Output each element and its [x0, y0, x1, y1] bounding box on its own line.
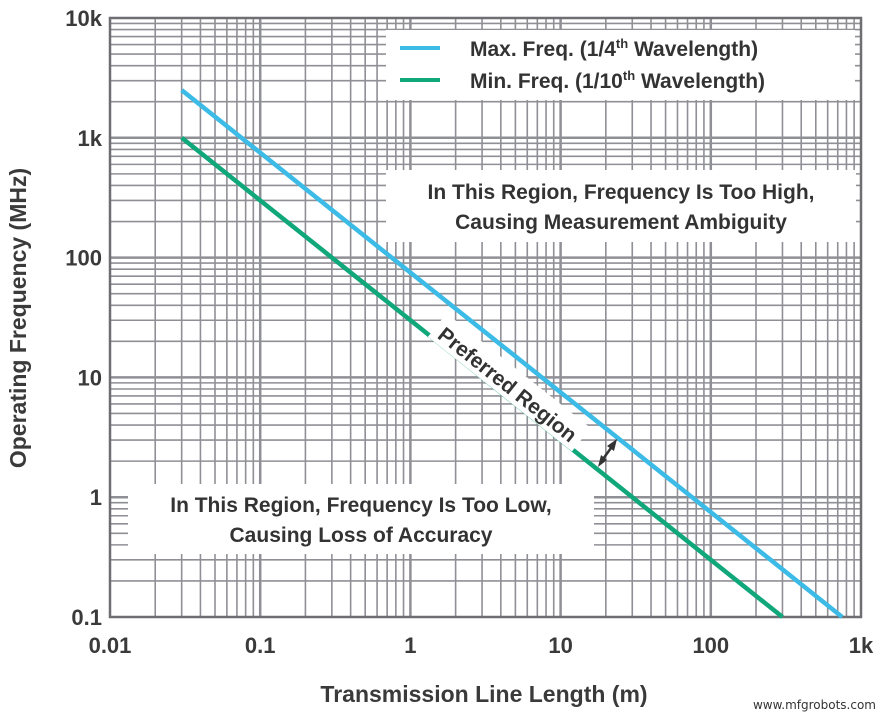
preferred-region-arrow-head-down — [598, 455, 607, 467]
y-tick-label: 0.1 — [71, 605, 102, 630]
x-tick-label: 10 — [548, 633, 572, 658]
high-region-label-line2: Causing Measurement Ambiguity — [455, 211, 787, 234]
y-tick-label: 10 — [78, 365, 102, 390]
preferred-region-arrow-shaft — [601, 447, 613, 460]
x-tick-label: 0.01 — [89, 633, 132, 658]
y-axis-tick-labels: 0.1 1 10 100 1k 10k — [65, 6, 102, 630]
x-axis-title: Transmission Line Length (m) — [320, 681, 647, 707]
low-region-label-line2: Causing Loss of Accuracy — [230, 524, 493, 547]
legend-label-min: Min. Freq. (1/10th Wavelength) — [470, 68, 765, 93]
legend-label-max-sup: th — [616, 36, 628, 51]
y-tick-label: 10k — [65, 6, 102, 31]
legend-box — [386, 30, 855, 100]
plot-frame — [108, 16, 863, 619]
series-line-max-freq — [180, 88, 844, 619]
legend-label-min-tail: Wavelength) — [635, 70, 765, 93]
x-tick-label: 100 — [692, 633, 729, 658]
x-tick-label: 1k — [849, 633, 874, 658]
low-region-label-line1: In This Region, Frequency Is Too Low, — [170, 494, 552, 517]
legend-label-max-tail: Wavelength) — [628, 38, 758, 61]
high-region-label-line1: In This Region, Frequency Is Too High, — [428, 181, 815, 204]
preferred-region-arrow — [598, 439, 617, 467]
preferred-region-arrow-head-up — [607, 439, 617, 451]
legend-label-min-main: Min. Freq. (1/10 — [470, 70, 623, 93]
legend-label-max: Max. Freq. (1/4th Wavelength) — [470, 36, 758, 61]
x-axis-tick-labels: 0.01 0.1 1 10 100 1k — [89, 633, 874, 658]
legend-label-min-sup: th — [623, 68, 635, 83]
legend-label-max-main: Max. Freq. (1/4 — [470, 38, 616, 61]
x-tick-label: 1 — [404, 633, 416, 658]
high-region-label-bg — [386, 170, 856, 242]
x-tick-label: 0.1 — [245, 633, 276, 658]
preferred-region-label-bg — [427, 313, 591, 452]
y-tick-label: 100 — [65, 246, 102, 271]
low-region-label-bg — [128, 484, 594, 554]
watermark: www.mfgrobots.com — [752, 698, 876, 712]
y-tick-label: 1 — [90, 485, 102, 510]
y-tick-label: 1k — [78, 126, 103, 151]
y-axis-title: Operating Frequency (MHz) — [5, 168, 31, 468]
